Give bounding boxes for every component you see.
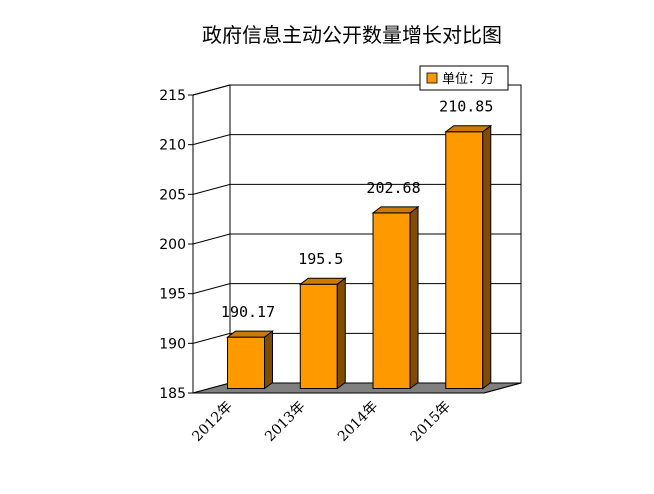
x-tick-label: 2015年 <box>408 399 454 445</box>
bar-side <box>482 124 492 390</box>
gridline <box>192 233 521 245</box>
bars: 190.17 195.5 202.68 210.85 <box>221 98 493 390</box>
gridline <box>192 332 521 344</box>
data-label: 210.85 <box>439 98 493 116</box>
data-label: 190.17 <box>221 303 275 321</box>
bar-front <box>445 131 484 389</box>
bar-front <box>372 212 411 389</box>
y-tick-label: 205 <box>159 187 186 203</box>
legend: 单位：万 <box>419 65 509 91</box>
bar-front <box>299 283 338 390</box>
bar-top <box>444 125 493 133</box>
bar-top <box>371 206 420 214</box>
gridline <box>192 283 521 295</box>
legend-label: 单位：万 <box>442 72 494 87</box>
y-tick-label: 185 <box>159 386 186 402</box>
bar-side <box>264 330 274 390</box>
y-tick-label: 210 <box>159 138 186 154</box>
bar <box>226 330 275 390</box>
bar-top <box>298 277 347 285</box>
legend-swatch <box>426 72 438 84</box>
data-label: 202.68 <box>366 179 420 197</box>
bar-top <box>226 330 275 338</box>
bar <box>371 205 420 390</box>
data-label: 195.5 <box>298 250 343 268</box>
floor-edge <box>483 382 522 394</box>
y-tick-label: 200 <box>159 237 186 253</box>
y-tick-label: 195 <box>159 287 186 303</box>
chart-title: 政府信息主动公开数量增长对比图 <box>202 23 502 47</box>
bar-front <box>227 336 266 389</box>
gridline <box>192 134 521 146</box>
y-tick-label: 215 <box>159 88 186 104</box>
bar <box>298 277 347 390</box>
gridline <box>192 183 521 195</box>
y-tick-label: 190 <box>159 336 186 352</box>
bar <box>444 124 493 390</box>
bar-side <box>409 205 419 390</box>
x-tick-label: 2012年 <box>189 399 235 445</box>
y-axis-ticks: 185 190 195 200 205 210 215 <box>159 88 194 402</box>
x-tick-label: 2014年 <box>335 399 381 445</box>
x-axis-labels: 2012年 2013年 2014年 2015年 <box>189 399 454 445</box>
bar-side <box>336 277 346 390</box>
x-tick-label: 2013年 <box>262 399 308 445</box>
